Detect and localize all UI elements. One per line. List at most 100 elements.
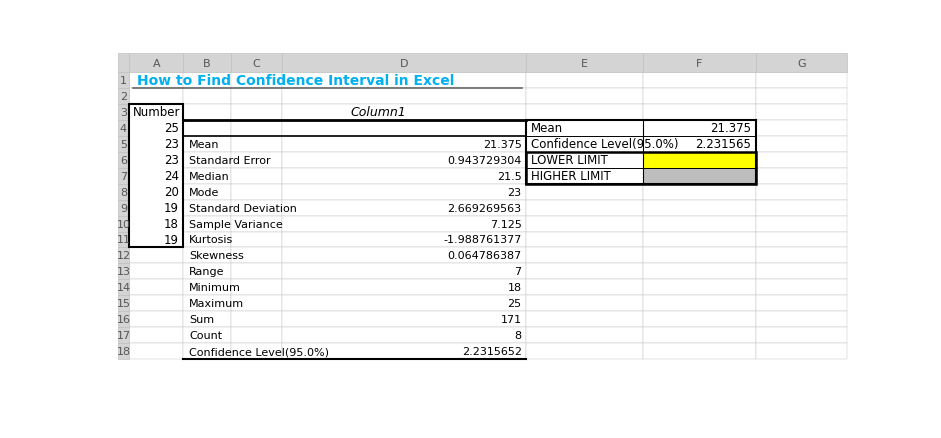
Bar: [129, 264, 183, 280]
Text: 21.5: 21.5: [497, 171, 521, 181]
Bar: [281, 264, 526, 280]
Bar: [129, 137, 183, 152]
Bar: [643, 168, 756, 184]
Bar: [231, 89, 281, 105]
Bar: [129, 343, 183, 359]
Bar: [526, 280, 643, 296]
Bar: [643, 184, 756, 200]
Bar: [118, 54, 129, 73]
Text: How to Find Confidence Interval in Excel: How to Find Confidence Interval in Excel: [136, 74, 454, 88]
Bar: [643, 343, 756, 359]
Bar: [129, 73, 183, 89]
Bar: [183, 264, 231, 280]
Bar: [231, 216, 281, 232]
Bar: [129, 280, 183, 296]
Text: 6: 6: [120, 155, 127, 165]
Text: A: A: [152, 59, 160, 68]
Bar: [526, 248, 643, 264]
Bar: [281, 120, 526, 137]
Bar: [118, 137, 129, 152]
Text: Skewness: Skewness: [189, 251, 244, 261]
Bar: [756, 168, 847, 184]
Bar: [756, 137, 847, 152]
Text: 2: 2: [120, 92, 127, 102]
Bar: [643, 89, 756, 105]
Text: 171: 171: [501, 314, 521, 325]
Bar: [281, 311, 526, 328]
Bar: [118, 168, 129, 184]
Bar: [129, 120, 183, 137]
Bar: [643, 120, 756, 137]
Text: 8: 8: [515, 330, 521, 340]
Bar: [118, 264, 129, 280]
Text: 19: 19: [164, 233, 179, 247]
Text: 19: 19: [164, 201, 179, 215]
Bar: [231, 152, 281, 168]
Bar: [183, 280, 231, 296]
Text: 20: 20: [164, 186, 179, 199]
Bar: [643, 54, 756, 73]
Bar: [183, 105, 231, 120]
Bar: [183, 200, 231, 216]
Bar: [183, 184, 231, 200]
Text: -1.988761377: -1.988761377: [443, 235, 521, 245]
Text: F: F: [696, 59, 702, 68]
Bar: [118, 89, 129, 105]
Bar: [281, 137, 526, 152]
Bar: [129, 54, 183, 73]
Bar: [526, 152, 756, 184]
Bar: [281, 343, 526, 359]
Bar: [643, 137, 756, 152]
Bar: [231, 328, 281, 343]
Bar: [756, 248, 847, 264]
Bar: [526, 89, 643, 105]
Bar: [643, 248, 756, 264]
Bar: [756, 232, 847, 248]
Bar: [643, 296, 756, 311]
Text: 18: 18: [117, 346, 131, 357]
Text: Standard Deviation: Standard Deviation: [189, 203, 297, 213]
Bar: [183, 232, 231, 248]
Text: 25: 25: [164, 122, 179, 135]
Bar: [118, 200, 129, 216]
Bar: [643, 137, 756, 152]
Text: 13: 13: [117, 267, 131, 277]
Bar: [756, 184, 847, 200]
Bar: [231, 248, 281, 264]
Bar: [231, 120, 281, 137]
Bar: [756, 200, 847, 216]
Bar: [643, 200, 756, 216]
Text: Mean: Mean: [189, 139, 219, 149]
Text: 21.375: 21.375: [710, 122, 751, 135]
Bar: [281, 200, 526, 216]
Bar: [281, 280, 526, 296]
Bar: [643, 152, 756, 168]
Bar: [756, 54, 847, 73]
Bar: [643, 328, 756, 343]
Bar: [756, 280, 847, 296]
Text: 2.231565: 2.231565: [695, 138, 751, 151]
Bar: [526, 264, 643, 280]
Bar: [231, 105, 281, 120]
Bar: [231, 184, 281, 200]
Bar: [281, 54, 526, 73]
Bar: [756, 120, 847, 137]
Bar: [183, 168, 231, 184]
Text: LOWER LIMIT: LOWER LIMIT: [531, 154, 608, 167]
Bar: [281, 248, 526, 264]
Bar: [129, 328, 183, 343]
Bar: [183, 137, 231, 152]
Bar: [526, 200, 643, 216]
Bar: [526, 232, 643, 248]
Bar: [129, 105, 183, 248]
Bar: [526, 120, 643, 137]
Bar: [756, 105, 847, 120]
Bar: [183, 152, 231, 168]
Text: 5: 5: [120, 139, 127, 149]
Bar: [118, 343, 129, 359]
Text: Count: Count: [189, 330, 222, 340]
Text: 23: 23: [507, 187, 521, 197]
Bar: [231, 200, 281, 216]
Bar: [526, 311, 643, 328]
Bar: [756, 343, 847, 359]
